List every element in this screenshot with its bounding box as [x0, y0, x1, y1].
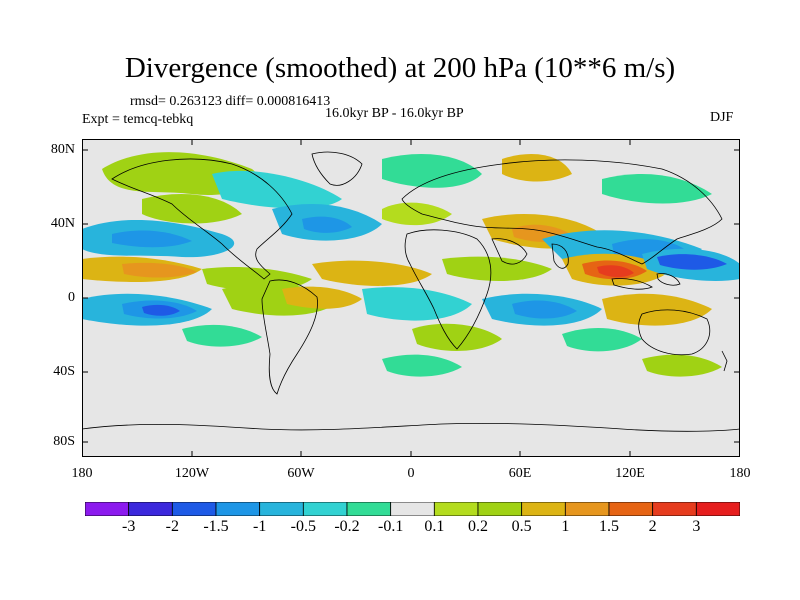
colorbar-swatch [695, 502, 740, 516]
colorbar-label: -2 [165, 518, 179, 535]
colorbar-swatch [652, 502, 697, 516]
x-tick-label: 60W [287, 466, 315, 481]
y-tick-label: 80N [50, 142, 75, 157]
colorbar-swatch [302, 502, 348, 516]
coastlines [82, 151, 740, 432]
colorbar-swatch [433, 502, 479, 516]
colorbar [85, 502, 740, 516]
colorbar-label: 1 [561, 518, 570, 535]
colorbar-label: 1.5 [599, 518, 619, 535]
divergence-contours [82, 152, 740, 377]
colorbar-label: -3 [121, 518, 136, 535]
colorbar-label: 0.2 [468, 518, 488, 535]
colorbar-swatch [259, 502, 304, 516]
season-label: DJF [710, 110, 734, 125]
x-tick-label: 0 [407, 466, 415, 481]
colorbar-label: -0.2 [334, 518, 360, 535]
colorbar-label: -1.5 [203, 518, 229, 535]
colorbar-label: -0.5 [290, 518, 316, 535]
colorbar-swatch [128, 502, 173, 516]
colorbar-swatch [477, 502, 523, 516]
x-tick-label: 180 [71, 466, 93, 481]
colorbar-swatch [608, 502, 654, 516]
x-tick-label: 180 [729, 466, 751, 481]
experiment-label: Expt = temcq-tebkq [82, 112, 194, 127]
colorbar-swatch [215, 502, 261, 516]
y-tick-label: 0 [68, 290, 75, 305]
rmsd-stats: rmsd= 0.263123 diff= 0.000816413 [130, 94, 331, 109]
map-title: Divergence (smoothed) at 200 hPa (10**6 … [124, 52, 676, 84]
map-frame [82, 139, 740, 457]
colorbar-label: 0.1 [424, 518, 445, 535]
y-tick-label: 80S [53, 434, 75, 449]
x-tick-label: 120E [615, 466, 645, 481]
colorbar-swatch [85, 502, 130, 516]
colorbar-label: -0.1 [377, 518, 404, 535]
divergence-map [82, 139, 740, 457]
colorbar-label: -1 [252, 518, 267, 535]
colorbar-swatch [171, 502, 217, 516]
x-tick-label: 120W [174, 466, 210, 481]
y-tick-label: 40S [53, 364, 75, 379]
colorbar-label: 0.5 [511, 518, 532, 535]
colorbar-swatch [521, 502, 566, 516]
colorbar-swatch [564, 502, 610, 516]
y-tick-label: 40N [50, 216, 75, 231]
period-label: 16.0kyr BP - 16.0kyr BP [325, 106, 464, 121]
colorbar-swatch [390, 502, 435, 516]
colorbar-swatch [346, 502, 392, 516]
x-tick-label: 60E [508, 466, 532, 481]
colorbar-label: 3 [692, 518, 701, 535]
colorbar-label: 2 [648, 518, 657, 535]
